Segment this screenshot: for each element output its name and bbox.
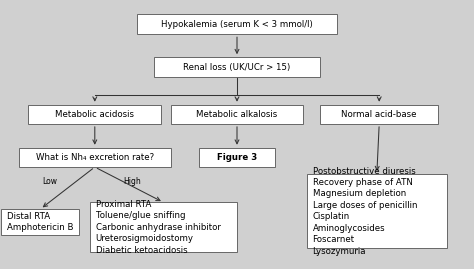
FancyBboxPatch shape — [28, 105, 161, 124]
Text: Distal RTA
Amphotericin B: Distal RTA Amphotericin B — [7, 212, 73, 232]
FancyBboxPatch shape — [90, 202, 237, 252]
Text: Metabolic acidosis: Metabolic acidosis — [55, 110, 134, 119]
Text: What is Nh₄ excretion rate?: What is Nh₄ excretion rate? — [36, 153, 154, 162]
Text: Postobstructive diuresis
Recovery phase of ATN
Magnesium depletion
Large doses o: Postobstructive diuresis Recovery phase … — [313, 167, 417, 256]
FancyBboxPatch shape — [199, 148, 275, 167]
FancyBboxPatch shape — [19, 148, 171, 167]
FancyBboxPatch shape — [320, 105, 438, 124]
FancyBboxPatch shape — [307, 174, 447, 248]
Text: Normal acid-base: Normal acid-base — [341, 110, 417, 119]
FancyBboxPatch shape — [137, 14, 337, 34]
FancyBboxPatch shape — [154, 57, 320, 77]
Text: Hypokalemia (serum K < 3 mmol/l): Hypokalemia (serum K < 3 mmol/l) — [161, 20, 313, 29]
FancyBboxPatch shape — [171, 105, 303, 124]
Text: Renal loss (UK/UCr > 15): Renal loss (UK/UCr > 15) — [183, 63, 291, 72]
Text: Proximal RTA
Toluene/glue sniffing
Carbonic anhydrase inhibitor
Ureterosigmoidos: Proximal RTA Toluene/glue sniffing Carbo… — [96, 200, 220, 255]
FancyBboxPatch shape — [1, 209, 80, 235]
Text: Low: Low — [42, 177, 57, 186]
Text: Metabolic alkalosis: Metabolic alkalosis — [196, 110, 278, 119]
Text: High: High — [123, 177, 141, 186]
Text: Figure 3: Figure 3 — [217, 153, 257, 162]
